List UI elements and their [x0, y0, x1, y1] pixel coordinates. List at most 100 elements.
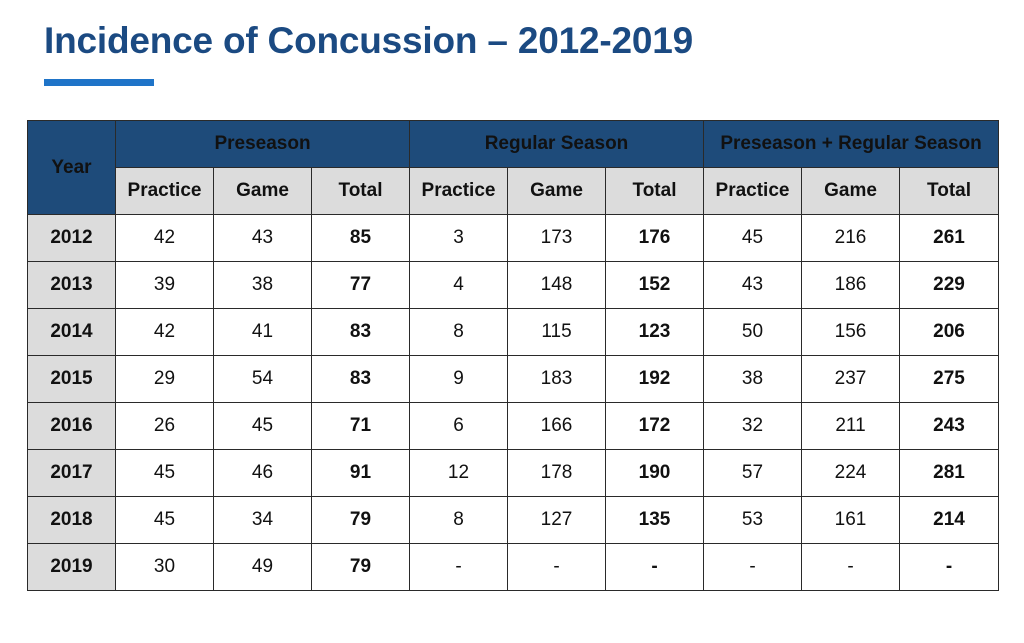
combined-total-cell: 214: [898, 496, 1000, 544]
subheader-row: Practice Game Total Practice Game Total …: [28, 167, 1000, 215]
preseason-practice-cell: 29: [115, 355, 214, 403]
year-cell: 2016: [27, 402, 116, 450]
preseason-total-cell: 85: [311, 214, 410, 262]
subheader-practice: Practice: [115, 167, 214, 215]
combined-game-cell: 224: [801, 449, 900, 497]
combined-practice-cell: -: [703, 543, 802, 591]
regular-practice-cell: 12: [409, 449, 508, 497]
regular-game-cell: 115: [507, 308, 606, 356]
preseason-practice-cell: 30: [115, 543, 214, 591]
subheader-total: Total: [605, 167, 704, 215]
year-cell: 2019: [27, 543, 116, 591]
preseason-game-cell: 41: [213, 308, 312, 356]
year-cell: 2014: [27, 308, 116, 356]
combined-practice-cell: 43: [703, 261, 802, 309]
table-row: 2018 45 34 79 8 127 135 53 161 214: [27, 496, 1000, 544]
subheader-practice: Practice: [703, 167, 802, 215]
regular-game-cell: -: [507, 543, 606, 591]
combined-practice-cell: 32: [703, 402, 802, 450]
group-header-regular-season: Regular Season: [409, 120, 704, 168]
subheader-game: Game: [213, 167, 312, 215]
preseason-practice-cell: 39: [115, 261, 214, 309]
combined-practice-cell: 53: [703, 496, 802, 544]
year-cell: 2017: [27, 449, 116, 497]
combined-total-cell: 281: [898, 449, 1000, 497]
year-column-header: Year: [27, 120, 116, 215]
regular-game-cell: 148: [507, 261, 606, 309]
preseason-total-cell: 91: [311, 449, 410, 497]
regular-game-cell: 127: [507, 496, 606, 544]
regular-practice-cell: -: [409, 543, 508, 591]
table-row: 2015 29 54 83 9 183 192 38 237 275: [27, 355, 1000, 403]
preseason-game-cell: 43: [213, 214, 312, 262]
page-title: Incidence of Concussion – 2012-2019: [44, 20, 693, 61]
combined-game-cell: -: [801, 543, 900, 591]
preseason-game-cell: 45: [213, 402, 312, 450]
preseason-game-cell: 54: [213, 355, 312, 403]
table-row: 2012 42 43 85 3 173 176 45 216 261: [27, 214, 1000, 262]
regular-practice-cell: 8: [409, 496, 508, 544]
year-cell: 2013: [27, 261, 116, 309]
combined-practice-cell: 45: [703, 214, 802, 262]
subheader-game: Game: [801, 167, 900, 215]
group-header-row: Year Preseason Regular Season Preseason …: [27, 120, 1000, 215]
regular-practice-cell: 8: [409, 308, 508, 356]
regular-total-cell: 192: [605, 355, 704, 403]
year-cell: 2018: [27, 496, 116, 544]
regular-practice-cell: 3: [409, 214, 508, 262]
table-row: 2017 45 46 91 12 178 190 57 224 281: [27, 449, 1000, 497]
combined-total-cell: 261: [898, 214, 1000, 262]
preseason-practice-cell: 26: [115, 402, 214, 450]
preseason-game-cell: 46: [213, 449, 312, 497]
regular-game-cell: 178: [507, 449, 606, 497]
regular-total-cell: 123: [605, 308, 704, 356]
regular-practice-cell: 9: [409, 355, 508, 403]
preseason-game-cell: 38: [213, 261, 312, 309]
preseason-total-cell: 79: [311, 543, 410, 591]
combined-practice-cell: 57: [703, 449, 802, 497]
table-row: 2019 30 49 79 - - - - - -: [27, 543, 1000, 591]
group-header-combined: Preseason + Regular Season: [702, 120, 1000, 168]
combined-game-cell: 161: [801, 496, 900, 544]
combined-game-cell: 211: [801, 402, 900, 450]
combined-total-cell: 229: [898, 261, 1000, 309]
subheader-game: Game: [507, 167, 606, 215]
combined-practice-cell: 50: [703, 308, 802, 356]
regular-game-cell: 183: [507, 355, 606, 403]
combined-total-cell: 243: [898, 402, 1000, 450]
preseason-total-cell: 77: [311, 261, 410, 309]
preseason-game-cell: 49: [213, 543, 312, 591]
regular-total-cell: 176: [605, 214, 704, 262]
regular-practice-cell: 4: [409, 261, 508, 309]
year-cell: 2012: [27, 214, 116, 262]
combined-game-cell: 237: [801, 355, 900, 403]
title-underline: [44, 79, 154, 86]
year-cell: 2015: [27, 355, 116, 403]
regular-game-cell: 166: [507, 402, 606, 450]
preseason-total-cell: 83: [311, 308, 410, 356]
preseason-practice-cell: 45: [115, 449, 214, 497]
preseason-total-cell: 71: [311, 402, 410, 450]
regular-game-cell: 173: [507, 214, 606, 262]
table-row: 2014 42 41 83 8 115 123 50 156 206: [27, 308, 1000, 356]
table-row: 2013 39 38 77 4 148 152 43 186 229: [27, 261, 1000, 309]
subheader-total: Total: [311, 167, 410, 215]
preseason-practice-cell: 45: [115, 496, 214, 544]
preseason-practice-cell: 42: [115, 214, 214, 262]
preseason-game-cell: 34: [213, 496, 312, 544]
regular-total-cell: -: [605, 543, 704, 591]
preseason-total-cell: 79: [311, 496, 410, 544]
combined-total-cell: 206: [898, 308, 1000, 356]
regular-total-cell: 152: [605, 261, 704, 309]
regular-total-cell: 172: [605, 402, 704, 450]
combined-game-cell: 186: [801, 261, 900, 309]
combined-total-cell: -: [898, 543, 1000, 591]
table-row: 2016 26 45 71 6 166 172 32 211 243: [27, 402, 1000, 450]
regular-total-cell: 135: [605, 496, 704, 544]
combined-game-cell: 156: [801, 308, 900, 356]
combined-practice-cell: 38: [703, 355, 802, 403]
preseason-practice-cell: 42: [115, 308, 214, 356]
regular-practice-cell: 6: [409, 402, 508, 450]
preseason-total-cell: 83: [311, 355, 410, 403]
subheader-practice: Practice: [409, 167, 508, 215]
